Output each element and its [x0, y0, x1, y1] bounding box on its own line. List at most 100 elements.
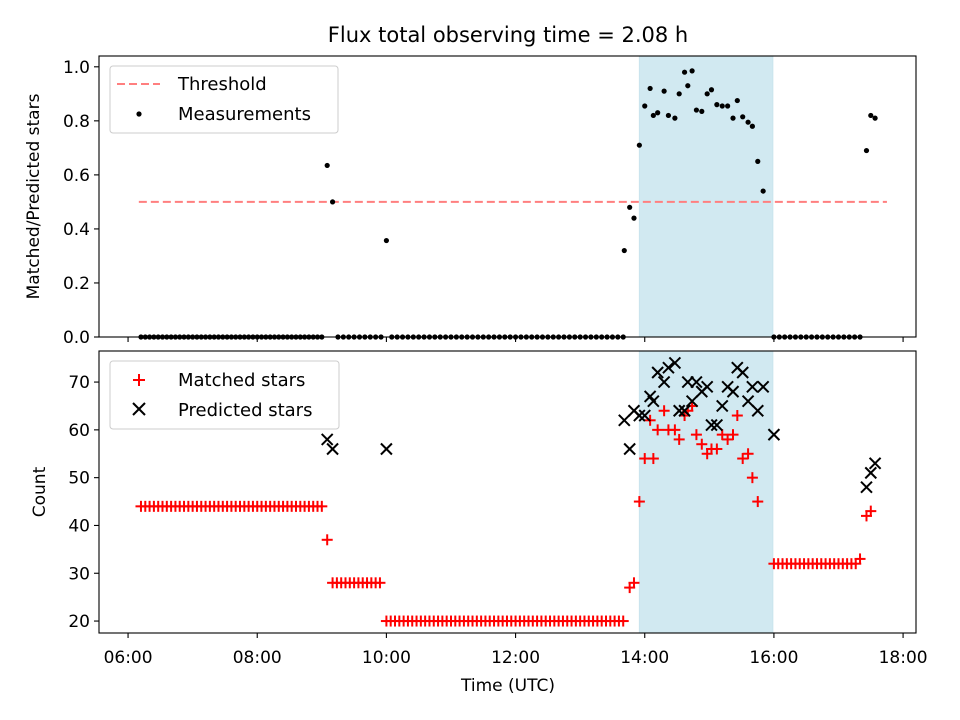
bottom-ytick-label: 50: [68, 469, 90, 489]
predicted-star-point: [751, 404, 764, 417]
measurements-legend-icon: [136, 111, 142, 117]
bottom-ytick-label: 60: [68, 421, 90, 441]
matched-star-point: [746, 472, 758, 484]
matched-star-point: [647, 453, 659, 465]
measurement-point: [868, 112, 874, 119]
predicted-star-stroke: [618, 414, 631, 427]
measurement-point: [755, 158, 761, 164]
measurement-point: [650, 112, 656, 119]
measurement-point: [642, 103, 648, 109]
predicted-star-stroke: [633, 409, 646, 422]
measurement-point: [672, 115, 678, 121]
top-axes-frame: [98, 55, 917, 338]
top-legend-box: [109, 65, 339, 134]
predicted-star-point: [647, 394, 660, 408]
predicted-star-point: [726, 385, 740, 398]
matched-star-point: [752, 496, 764, 508]
measurement-point: [719, 103, 725, 109]
measurement-point: [621, 247, 627, 254]
predicted-star-point: [320, 433, 334, 446]
xtick-label: 08:00: [233, 648, 282, 668]
bottom-legend-box: [109, 360, 340, 430]
measurement-point: [636, 142, 642, 148]
measurement-point: [681, 69, 688, 75]
measurement-point: [760, 188, 766, 194]
predicted-legend-icon: [132, 402, 146, 416]
top-legend: Threshold Measurements: [109, 65, 339, 134]
matched-star-point: [617, 615, 629, 627]
bottom-ytick-label: 30: [68, 564, 90, 584]
predicted-star-point: [618, 414, 631, 427]
predicted-star-stroke: [380, 442, 393, 456]
matched-star-point: [669, 424, 681, 436]
matched-star-point: [854, 553, 866, 565]
predicted-star-stroke: [643, 390, 657, 403]
predicted-star-stroke: [736, 366, 749, 379]
measurement-point: [627, 204, 633, 210]
measurement-point: [655, 110, 661, 116]
matched-star-point: [374, 577, 386, 589]
top-panel: 0.0 0.2 0.4 0.6 0.8 1.0 Matched/Predicted sta…: [24, 55, 917, 348]
predicted-star-point: [326, 442, 339, 456]
measurement-point: [730, 115, 736, 121]
predicted-star-point: [716, 399, 729, 413]
predicted-star-stroke: [672, 404, 686, 417]
measurement-point: [740, 114, 746, 120]
matched-star-point: [690, 429, 702, 441]
predicted-star-stroke: [716, 399, 729, 413]
matched-star-point: [633, 496, 645, 508]
predicted-star-stroke: [662, 361, 675, 374]
x-axis-label: Time (UTC): [460, 676, 555, 696]
matched-star-point: [711, 443, 723, 455]
predicted-star-stroke: [864, 466, 877, 480]
predicted-star-point: [638, 409, 651, 422]
predicted-star-point: [736, 366, 749, 379]
measurement-point: [689, 68, 695, 74]
predicted-star-point: [860, 481, 873, 494]
predicted-star-point: [651, 366, 664, 379]
measurement-point: [676, 91, 682, 97]
top-ytick-label: 1.0: [63, 58, 90, 78]
xtick-label: 14:00: [620, 648, 669, 668]
xtick-label: 16:00: [749, 648, 798, 668]
top-shaded-span: [638, 55, 774, 338]
matched-star-point: [742, 448, 754, 460]
top-ytick-label: 0.0: [63, 328, 90, 348]
top-ytick-label: 0.8: [63, 112, 90, 132]
predicted-star-stroke: [868, 457, 882, 470]
measurement-point: [693, 107, 700, 113]
matched-star-point: [652, 424, 664, 436]
matched-star-point: [658, 405, 670, 417]
predicted-star-stroke: [326, 442, 339, 456]
xtick-label: 18:00: [879, 648, 928, 668]
predicted-star-stroke: [756, 380, 770, 394]
predicted-legend-label: Predicted stars: [178, 400, 312, 421]
matched-star-point: [716, 429, 728, 441]
predicted-star-stroke: [705, 418, 718, 432]
predicted-star-stroke: [651, 366, 664, 379]
chart-title: Flux total observing time = 2.08 h: [328, 23, 688, 47]
matched-star-point: [628, 577, 640, 589]
measurement-point: [647, 85, 653, 92]
predicted-star-point: [705, 418, 718, 432]
predicted-star-stroke: [657, 375, 671, 389]
matched-star-point: [696, 438, 708, 450]
predicted-star-stroke: [638, 409, 651, 422]
predicted-star-point: [864, 466, 877, 480]
predicted-star-point: [672, 404, 686, 417]
predicted-star-point: [657, 375, 671, 389]
matched-star-point: [673, 433, 685, 445]
predicted-star-point: [668, 356, 682, 370]
measurement-point: [661, 88, 667, 94]
predicted-star-stroke: [700, 380, 714, 394]
predicted-star-stroke: [767, 428, 781, 441]
matched-legend-icon: [133, 374, 145, 386]
predicted-star-stroke: [690, 375, 703, 389]
xtick-label: 06:00: [104, 648, 153, 668]
predicted-star-stroke: [678, 404, 691, 417]
matched-star-point: [865, 505, 877, 517]
bottom-ytick-label: 70: [68, 373, 90, 393]
predicted-star-point: [767, 428, 781, 441]
measurement-point: [329, 199, 336, 205]
